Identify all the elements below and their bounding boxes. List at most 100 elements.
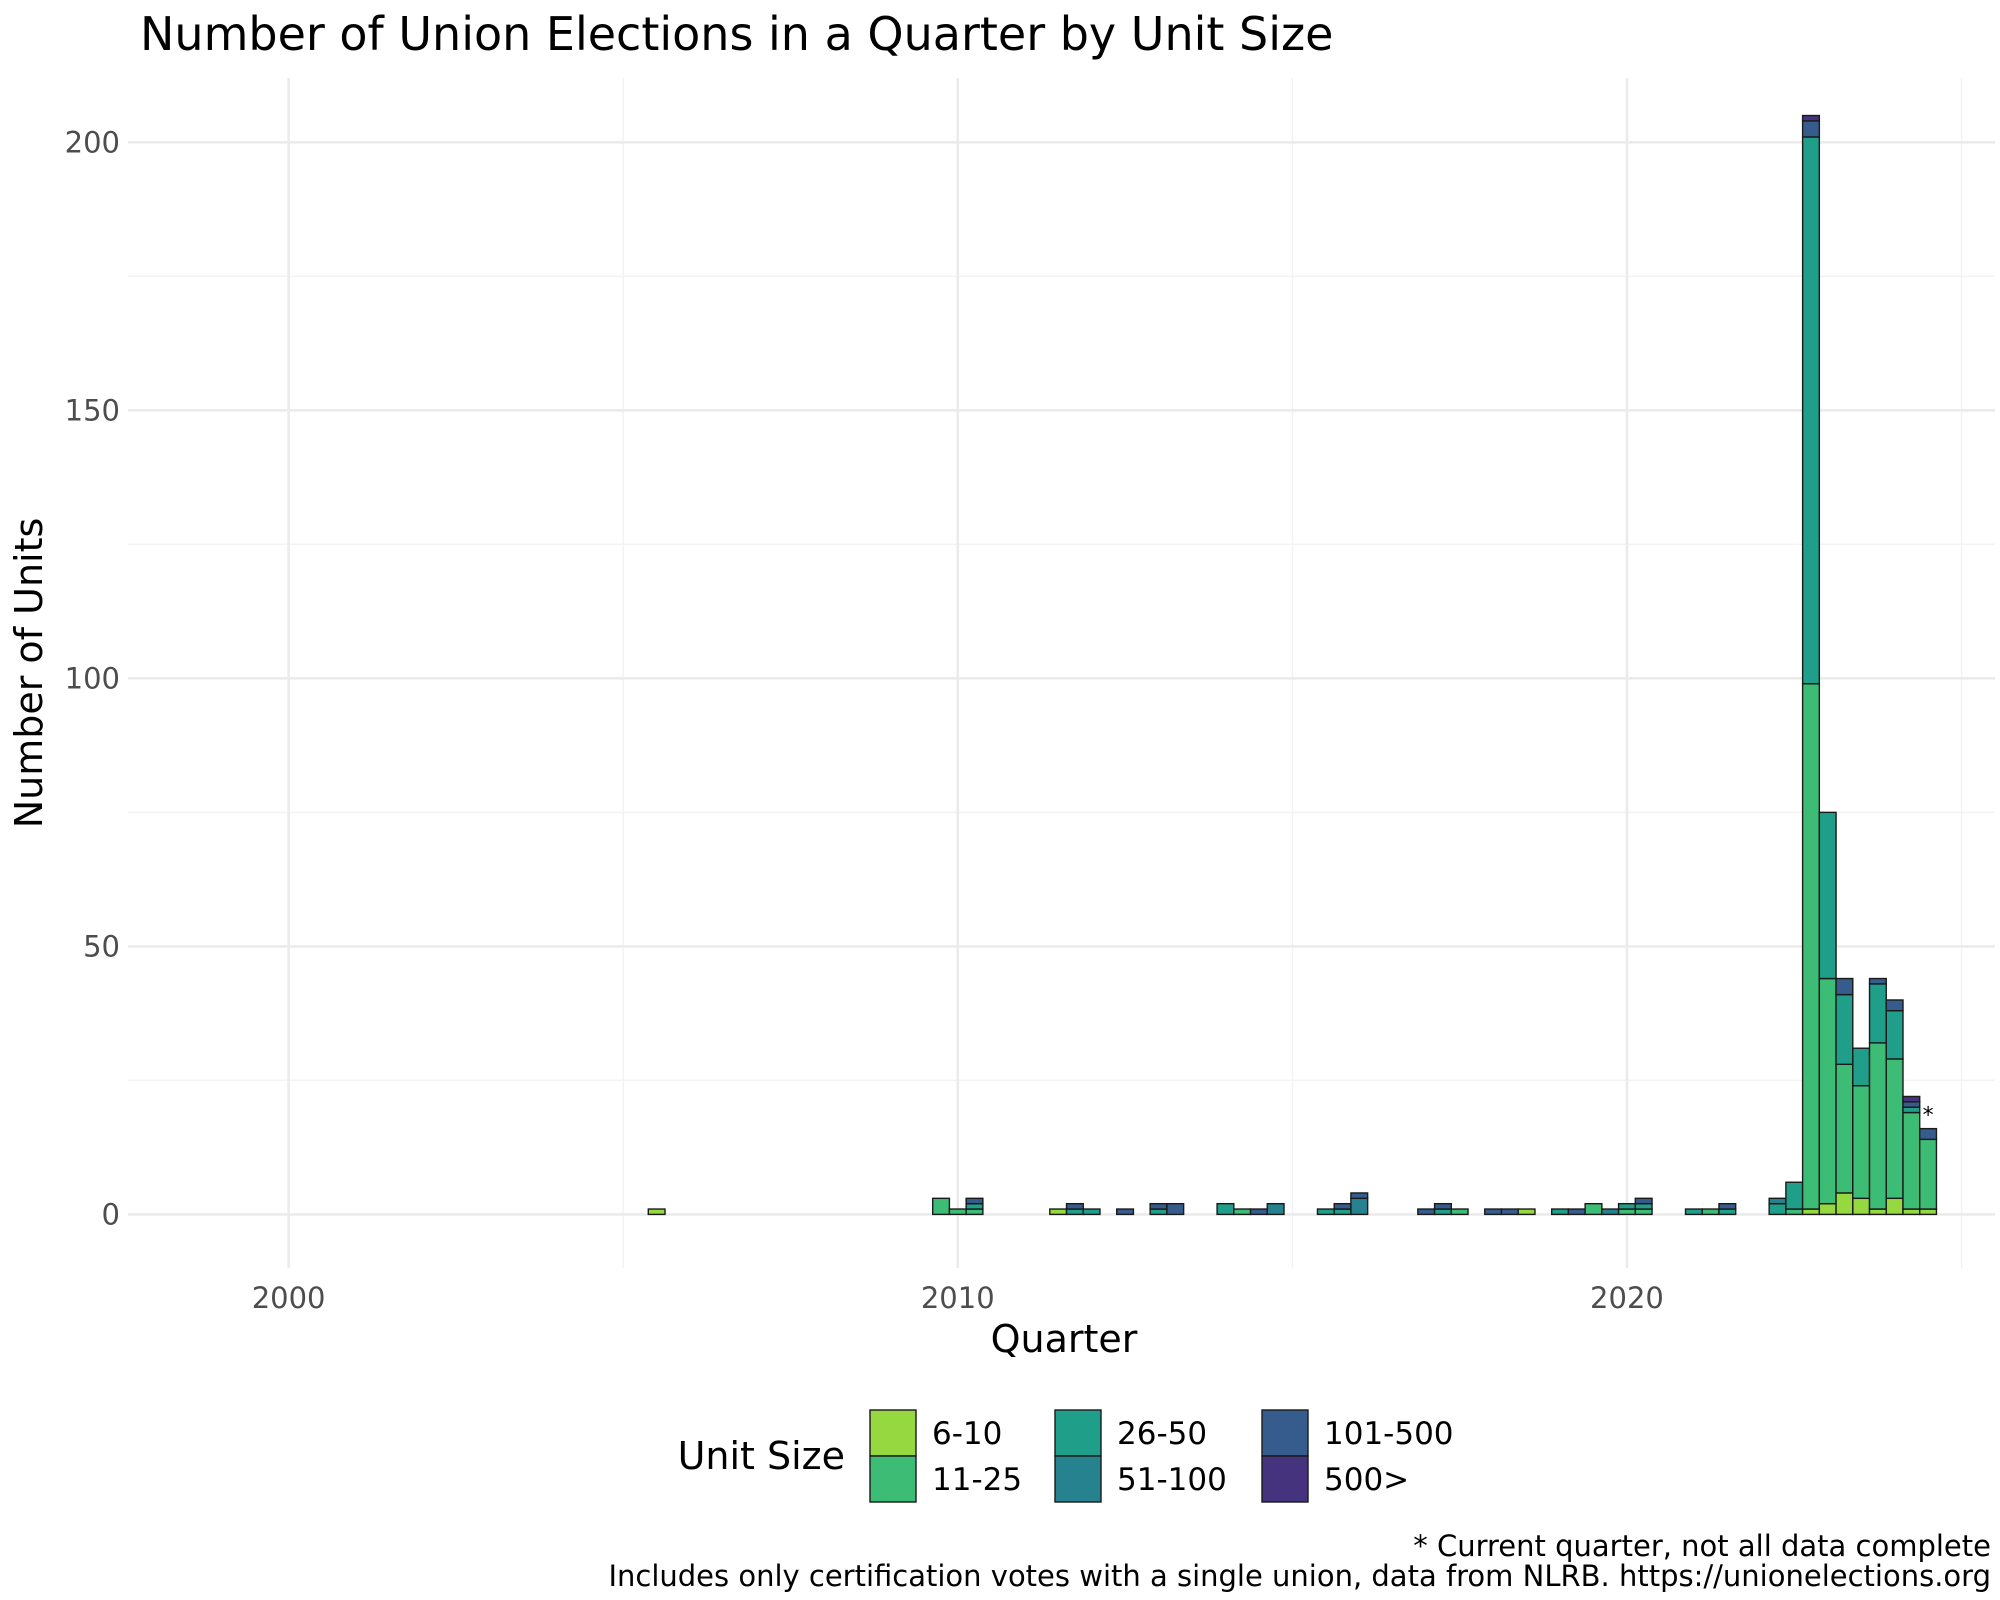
bar-segment-26-50 (1801, 136, 1821, 685)
caption-line-1: * Current quarter, not all data complete (1413, 1529, 1991, 1563)
legend-label: 51-100 (1117, 1462, 1227, 1498)
bar-segment-101-500 (1433, 1202, 1452, 1210)
legend-label: 101-500 (1324, 1416, 1454, 1452)
bar-segment-101-500 (1166, 1202, 1185, 1216)
bar-segment-6-10 (1818, 1202, 1837, 1216)
bar-segment-6-10 (1902, 1208, 1921, 1216)
bar-stack (1149, 1202, 1168, 1216)
bars (647, 114, 1938, 1216)
bar-segment-101-500 (1919, 1127, 1938, 1141)
bar-segment-101-500 (1902, 1101, 1921, 1108)
bar-segment-101-500 (1868, 977, 1887, 985)
bar-stack (1584, 1202, 1603, 1216)
bar-segment-500> (1801, 114, 1821, 122)
x-tick-label: 2010 (921, 1281, 995, 1315)
bar-segment-11-25 (931, 1197, 951, 1216)
y-tick-label: 50 (83, 929, 120, 963)
bar-segment-11-25 (965, 1208, 984, 1216)
caption-line-2: Includes only certification votes with a… (608, 1559, 1991, 1593)
bar-segment-26-50 (1333, 1208, 1352, 1216)
bar-segment-26-50 (1684, 1208, 1703, 1216)
y-tick-label: 0 (102, 1197, 120, 1231)
bar-stack (1818, 811, 1837, 1216)
bar-segment-26-50 (1082, 1208, 1101, 1216)
bar-segment-26-50 (965, 1202, 984, 1210)
bar-segment-101-500 (1484, 1208, 1503, 1216)
bar-segment-6-10 (1517, 1208, 1536, 1216)
bar-segment-6-10 (1868, 1208, 1887, 1216)
bar-segment-101-500 (1801, 120, 1821, 138)
bar-stack (948, 1208, 967, 1216)
bar-segment-26-50 (1885, 1010, 1904, 1060)
bar-segment-26-50 (1785, 1181, 1804, 1210)
y-tick-label: 100 (65, 661, 120, 695)
annotation-asterisk: * (1923, 1104, 1934, 1129)
bar-segment-6-10 (1885, 1197, 1904, 1216)
bar-segment-6-10 (647, 1208, 666, 1216)
bar-segment-26-50 (1433, 1208, 1452, 1216)
bar-stack (1517, 1208, 1536, 1216)
legend-title: Unit Size (678, 1434, 845, 1478)
bar-stack (1350, 1192, 1369, 1216)
bar-segment-11-25 (1885, 1058, 1904, 1200)
bar-segment-11-25 (1617, 1208, 1637, 1216)
bar-stack (1617, 1202, 1637, 1216)
bar-segment-26-50 (1065, 1208, 1084, 1216)
bar-segment-51-100 (1768, 1197, 1787, 1205)
bar-stack (1567, 1208, 1586, 1216)
bar-stack (1316, 1208, 1335, 1216)
legend-key-101-500 (1261, 1409, 1309, 1457)
bar-segment-6-10 (1852, 1197, 1871, 1216)
bar-stack (1684, 1208, 1703, 1216)
legend-key-500> (1261, 1455, 1309, 1503)
annotations: * (1923, 1104, 1934, 1129)
bar-segment-11-25 (1701, 1208, 1720, 1216)
bar-stack (931, 1197, 951, 1216)
bar-segment-101-500 (1567, 1208, 1586, 1216)
bar-stack (1500, 1208, 1519, 1216)
bar-segment-101-500 (1116, 1208, 1135, 1216)
bar-segment-11-25 (1785, 1208, 1804, 1216)
bar-stack (1919, 1127, 1938, 1216)
bar-stack (1801, 114, 1821, 1216)
y-axis-title: Number of Units (7, 518, 51, 829)
bar-stack (1634, 1197, 1653, 1216)
bar-segment-101-500 (1149, 1202, 1168, 1210)
bar-segment-26-50 (1149, 1208, 1168, 1216)
y-tick-label: 200 (65, 125, 120, 159)
legend-label: 26-50 (1117, 1416, 1207, 1452)
bar-stack (1049, 1208, 1068, 1216)
legend-label: 11-25 (932, 1462, 1022, 1498)
bar-stack (1116, 1208, 1135, 1216)
y-tick-label: 150 (65, 393, 120, 427)
legend-keys: 6-10 11-25 26-50 51-100 101-500 500> (869, 1409, 1454, 1503)
bar-segment-26-50 (1902, 1106, 1921, 1114)
bar-segment-26-50 (1617, 1202, 1637, 1210)
bar-segment-11-25 (1852, 1085, 1871, 1200)
bar-stack (1550, 1208, 1570, 1216)
bar-segment-101-500 (1500, 1208, 1519, 1216)
bar-segment-101-500 (1333, 1202, 1352, 1210)
bar-segment-11-25 (1233, 1208, 1252, 1216)
bar-stack (1718, 1202, 1737, 1216)
bar-segment-101-500 (965, 1197, 984, 1205)
bar-stack (1216, 1202, 1235, 1216)
legend-label: 6-10 (932, 1416, 1002, 1452)
bar-stack (965, 1197, 984, 1216)
bar-stack (1249, 1208, 1268, 1216)
bar-stack (1266, 1202, 1285, 1216)
bar-segment-51-100 (1601, 1208, 1620, 1216)
bar-segment-51-100 (1350, 1197, 1369, 1216)
legend-key-51-100 (1054, 1455, 1102, 1503)
x-tick-label: 2020 (1590, 1281, 1664, 1315)
bar-segment-26-50 (1718, 1208, 1737, 1216)
bar-segment-26-50 (1216, 1202, 1235, 1216)
bar-stack (1333, 1202, 1352, 1216)
bar-segment-500> (1902, 1095, 1921, 1103)
y-tick-labels: 0 50 100 150 200 (65, 125, 120, 1231)
bar-stack (1902, 1095, 1921, 1216)
bar-stack (1835, 977, 1854, 1216)
bar-stack (1166, 1202, 1185, 1216)
legend-key-6-10 (869, 1409, 917, 1457)
